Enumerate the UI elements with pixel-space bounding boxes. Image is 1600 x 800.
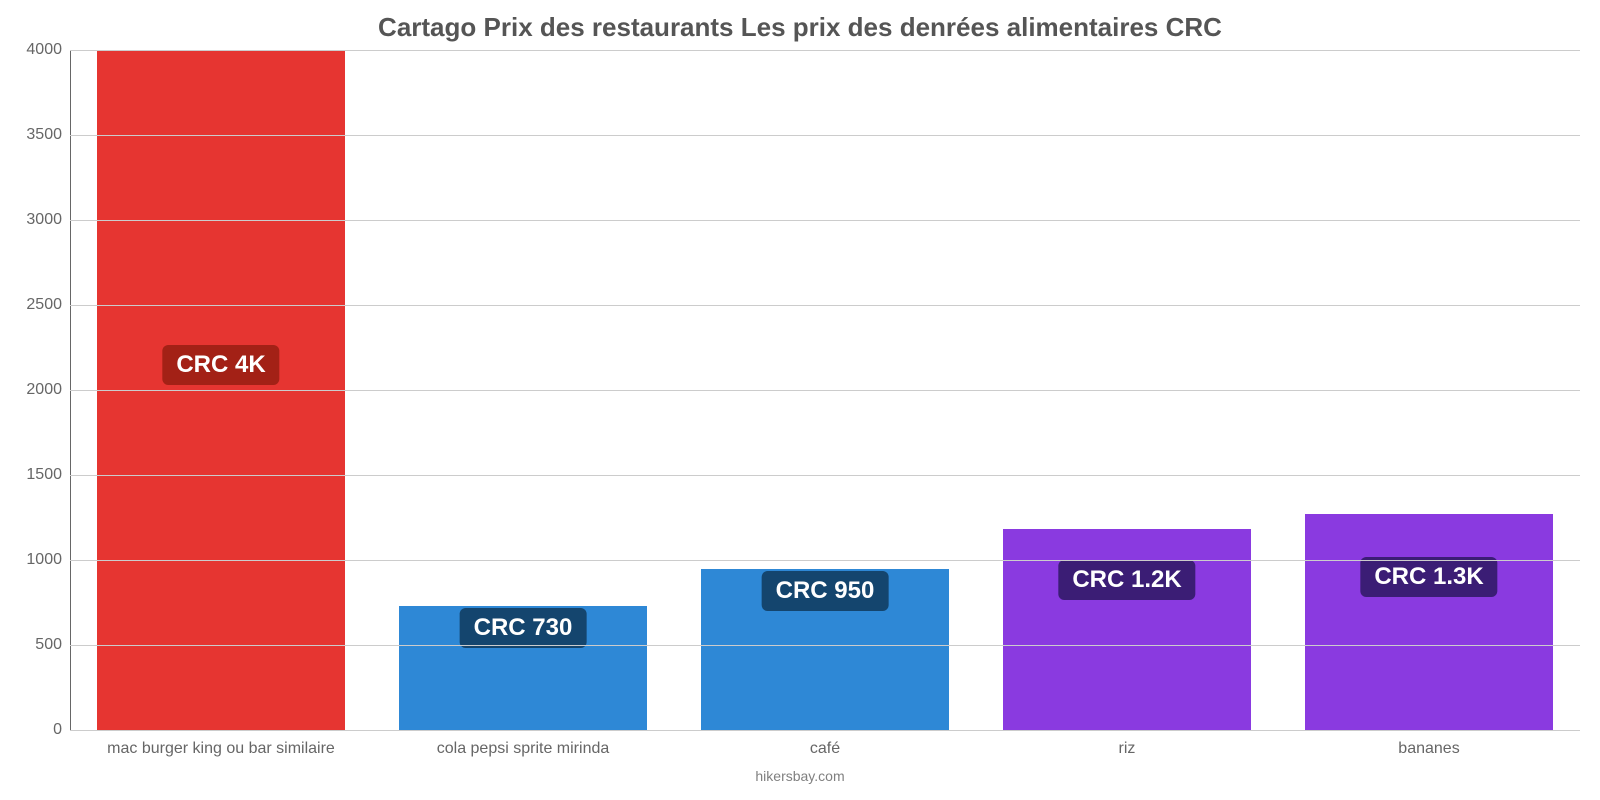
bar-value-badge: CRC 1.2K bbox=[1058, 560, 1195, 600]
grid-line bbox=[70, 135, 1580, 136]
grid-line bbox=[70, 390, 1580, 391]
grid-line bbox=[70, 645, 1580, 646]
y-tick-label: 1000 bbox=[26, 551, 70, 569]
y-tick-label: 3000 bbox=[26, 211, 70, 229]
grid-line bbox=[70, 50, 1580, 51]
x-category-label: mac burger king ou bar similaire bbox=[70, 730, 372, 758]
y-tick-label: 4000 bbox=[26, 41, 70, 59]
y-tick-label: 3500 bbox=[26, 126, 70, 144]
x-category-label: cola pepsi sprite mirinda bbox=[372, 730, 674, 758]
x-category-label: bananes bbox=[1278, 730, 1580, 758]
y-tick-label: 2000 bbox=[26, 381, 70, 399]
bar bbox=[1305, 514, 1553, 730]
bar-value-badge: CRC 950 bbox=[762, 571, 889, 611]
x-category-label: riz bbox=[976, 730, 1278, 758]
bar-value-badge: CRC 1.3K bbox=[1360, 557, 1497, 597]
grid-line bbox=[70, 560, 1580, 561]
chart-title: Cartago Prix des restaurants Les prix de… bbox=[0, 12, 1600, 43]
grid-line bbox=[70, 730, 1580, 731]
y-tick-label: 500 bbox=[35, 636, 70, 654]
bar-value-badge: CRC 730 bbox=[460, 608, 587, 648]
y-tick-label: 2500 bbox=[26, 296, 70, 314]
y-tick-label: 1500 bbox=[26, 466, 70, 484]
chart-footer: hikersbay.com bbox=[0, 768, 1600, 784]
plot-area: CRC 4Kmac burger king ou bar similaireCR… bbox=[70, 50, 1580, 730]
grid-line bbox=[70, 475, 1580, 476]
grid-line bbox=[70, 220, 1580, 221]
y-tick-label: 0 bbox=[53, 721, 70, 739]
price-bar-chart: Cartago Prix des restaurants Les prix de… bbox=[0, 0, 1600, 800]
grid-line bbox=[70, 305, 1580, 306]
x-category-label: café bbox=[674, 730, 976, 758]
bar-value-badge: CRC 4K bbox=[162, 345, 279, 385]
